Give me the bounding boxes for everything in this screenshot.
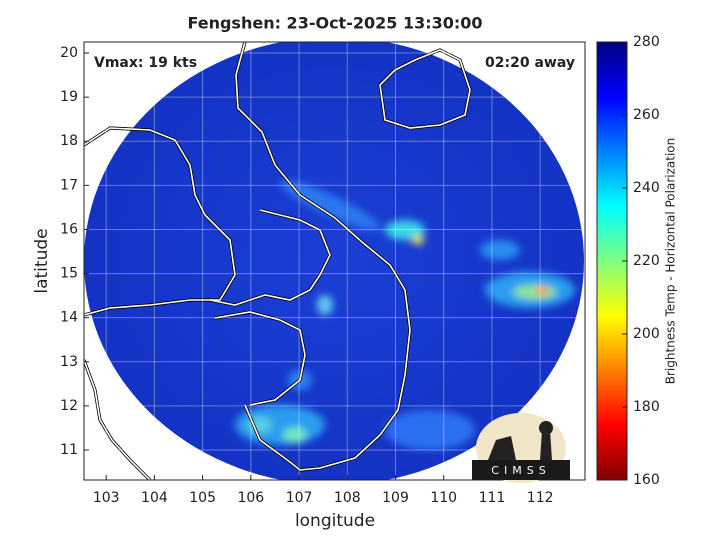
coastline xyxy=(84,127,236,316)
x-tick-label: 105 xyxy=(189,490,216,506)
y-tick-label: 15 xyxy=(60,266,78,282)
coastline xyxy=(244,404,301,471)
x-tick-label: 104 xyxy=(141,490,168,506)
y-axis-label: latitude xyxy=(32,228,52,293)
y-tick-label: 18 xyxy=(60,133,78,149)
y-tick-label: 12 xyxy=(60,398,78,414)
plot-frame xyxy=(83,41,586,481)
x-tick-label: 110 xyxy=(430,490,457,506)
y-tick-label: 14 xyxy=(60,310,78,326)
x-tick-label: 107 xyxy=(286,490,313,506)
logo: CIMSS xyxy=(472,413,570,483)
x-tick-label: 111 xyxy=(479,490,506,506)
y-tick-label: 11 xyxy=(60,442,78,458)
colorbar-label: Brightness Temp - Horizontal Polarizatio… xyxy=(664,138,678,385)
colorbar-tick-label: 260 xyxy=(633,107,660,123)
coastline xyxy=(84,359,151,480)
map-area xyxy=(84,42,585,480)
y-tick-label: 13 xyxy=(60,354,78,370)
x-tick-label: 106 xyxy=(237,490,264,506)
x-tick-label: 112 xyxy=(527,490,554,506)
y-tick-label: 17 xyxy=(60,177,78,193)
y-tick-label: 20 xyxy=(60,45,78,61)
coastline xyxy=(209,209,331,306)
colorbar-tick-label: 200 xyxy=(633,326,660,342)
y-tick-label: 16 xyxy=(60,221,78,237)
swath xyxy=(84,42,584,480)
chart-title: Fengshen: 23-Oct-2025 13:30:00 xyxy=(187,14,482,33)
y-tick-label: 19 xyxy=(60,89,78,105)
coastline xyxy=(214,311,306,406)
colorbar-tick-label: 240 xyxy=(633,180,660,196)
x-tick-label: 103 xyxy=(93,490,120,506)
x-axis-label: longitude xyxy=(295,511,375,531)
colorbar-tick-label: 160 xyxy=(633,472,660,488)
x-tick-label: 109 xyxy=(382,490,409,506)
coastline xyxy=(379,49,471,129)
colorbar-tick-label: 280 xyxy=(633,34,660,50)
colorbar-tick-label: 220 xyxy=(633,253,660,269)
logo-text: CIMSS xyxy=(491,464,550,477)
coastline xyxy=(235,42,411,471)
convection xyxy=(235,180,575,450)
annotation: 02:20 away xyxy=(485,55,575,71)
colorbar-tick-label: 180 xyxy=(633,399,660,415)
coastlines xyxy=(84,42,472,480)
annotation: Vmax: 19 kts xyxy=(94,55,197,71)
x-tick-label: 108 xyxy=(334,490,361,506)
